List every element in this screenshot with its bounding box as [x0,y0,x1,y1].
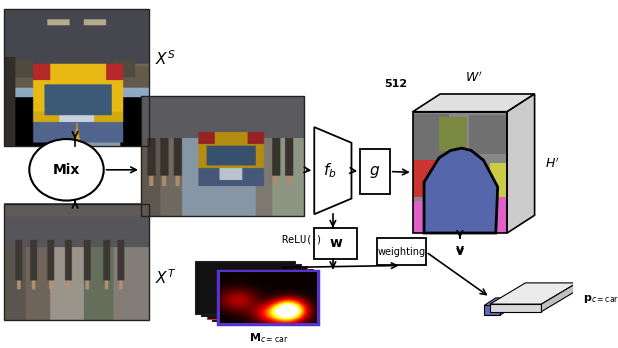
Bar [360,149,390,194]
Bar [4,204,150,320]
Bar [141,96,304,216]
Text: $\mathbf{p}_{c=\mathrm{car}}$: $\mathbf{p}_{c=\mathrm{car}}$ [583,293,618,305]
Polygon shape [507,94,535,233]
Text: $f_b$: $f_b$ [323,161,337,180]
Bar [206,266,307,319]
Polygon shape [424,148,497,233]
Polygon shape [485,298,512,306]
Bar [469,116,507,154]
Text: $\mathbf{M}_{c=\mathrm{car}}$: $\mathbf{M}_{c=\mathrm{car}}$ [248,331,288,345]
Bar [413,112,507,233]
Bar [315,228,357,259]
Text: Mix: Mix [53,163,80,177]
Polygon shape [490,304,541,311]
Text: $H'$: $H'$ [545,156,559,171]
Bar [490,163,507,197]
Polygon shape [413,94,535,112]
Bar [413,112,507,233]
Polygon shape [541,283,577,311]
Bar [213,269,313,321]
Text: $g$: $g$ [370,164,381,180]
Bar [218,271,318,324]
Bar [377,238,426,266]
Bar [413,160,449,197]
Bar [4,9,150,146]
Text: $\mathbf{v}$: $\mathbf{v}$ [455,243,465,256]
Text: $\mathbf{v}$: $\mathbf{v}$ [455,245,465,258]
Bar [451,172,479,199]
Bar [413,114,449,160]
Bar [465,177,507,201]
Ellipse shape [29,139,104,200]
Text: 512: 512 [384,79,407,89]
Bar [439,117,467,151]
Text: ReLU($\cdot$): ReLU($\cdot$) [281,234,322,246]
Text: weighting: weighting [378,247,426,257]
Polygon shape [315,127,352,214]
Polygon shape [500,298,512,315]
Text: $X^S$: $X^S$ [155,49,176,68]
Text: $W'$: $W'$ [465,71,483,85]
Bar [413,201,507,233]
Polygon shape [485,306,500,315]
Text: $X^T$: $X^T$ [155,268,177,287]
Bar [465,160,476,175]
Polygon shape [490,283,577,304]
Text: $\mathbf{w}$: $\mathbf{w}$ [329,236,343,250]
Bar [201,264,301,316]
Bar [195,261,295,314]
